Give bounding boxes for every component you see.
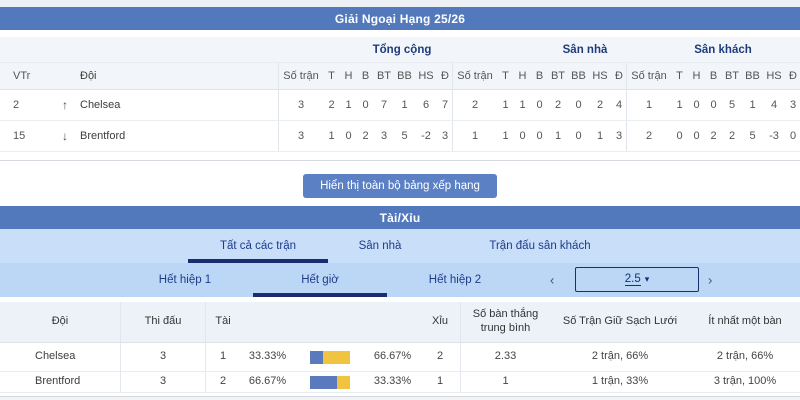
clean-sheets-value: 2 trận, 66% <box>591 350 649 363</box>
chevron-right-icon[interactable]: › <box>708 272 713 288</box>
goal-line-dropdown[interactable]: 2.5 ▾ <box>575 267 699 292</box>
tab-full-time[interactable]: Hết giờ <box>255 263 385 297</box>
over-under-table: Đội Thi đấu Tài Xỉu Số bàn thắng trung b… <box>0 302 800 400</box>
scope-tabs: Tất cả các trận Sân nhà Trận đấu sân khá… <box>0 229 800 263</box>
standings-table: Tổng cộng Sân nhà Sân khách VTr Đội Số t… <box>0 37 800 161</box>
played-value: 3 <box>120 372 205 392</box>
ratio-bar-cell <box>295 343 365 371</box>
top-strip <box>0 0 800 7</box>
over-under-ratio-bar <box>310 375 350 389</box>
team-name: Chelsea <box>80 99 121 111</box>
league-header-bar: Giải Ngoại Hạng 25/26 <box>0 7 800 30</box>
standings-column-header: VTr Đội Số trận T H B BT BB HS Đ Số trận T H B BT BB… <box>0 63 800 90</box>
away-stats: 2 0 0 2 2 5 -3 0 <box>626 121 800 151</box>
over-under-row-brentford: Brentford 3 2 66.67% 33.33% 1 1 1 trận, … <box>0 372 800 393</box>
avg-goals-value: 2.33 <box>460 343 550 371</box>
tab-home[interactable]: Sân nhà <box>358 240 402 252</box>
over-count: 1 <box>205 343 240 371</box>
total-stats: 3 1 0 2 3 5 -2 3 <box>278 121 452 151</box>
group-header-away: Sân khách <box>694 43 752 56</box>
under-bar-segment <box>323 350 350 364</box>
over-bar-segment <box>310 350 324 364</box>
rank-value: 15 <box>13 130 26 142</box>
over-under-table-header: Đội Thi đấu Tài Xỉu Số bàn thắng trung b… <box>0 302 800 343</box>
goal-line-value: 2.5 <box>624 272 641 287</box>
under-percent: 33.33% <box>373 375 412 388</box>
bottom-strip <box>0 396 800 400</box>
tab-half-time-1[interactable]: Hết hiệp 1 <box>158 274 212 286</box>
team-column-label: Đội <box>80 70 97 82</box>
chevron-left-icon[interactable]: ‹ <box>550 272 555 288</box>
over-under-row-chelsea: Chelsea 3 1 33.33% 66.67% 2 2.33 2 trận,… <box>0 343 800 372</box>
under-percent: 66.67% <box>373 350 412 363</box>
under-count: 2 <box>436 350 444 363</box>
clean-sheets-value: 1 trận, 33% <box>591 375 649 388</box>
rank-column-label: VTr <box>13 70 31 82</box>
ratio-bar-cell <box>295 372 365 392</box>
played-value: 3 <box>120 343 205 371</box>
over-column-label: Tài <box>205 302 240 342</box>
over-under-title: Tài/Xỉu <box>379 210 421 225</box>
tab-away-matches[interactable]: Trận đấu sân khách <box>489 240 591 252</box>
league-title: Giải Ngoại Hạng 25/26 <box>334 11 466 26</box>
at-least-one-value: 2 trận, 66% <box>716 350 774 363</box>
over-under-ratio-bar <box>310 350 350 364</box>
tab-all-matches[interactable]: Tất cả các trận <box>150 229 366 263</box>
over-percent: 33.33% <box>248 350 287 363</box>
over-under-header-bar: Tài/Xỉu <box>0 206 800 229</box>
standings-group-header: Tổng cộng Sân nhà Sân khách <box>0 37 800 63</box>
played-column-label: Thi đấu <box>120 302 205 342</box>
rank-value: 2 <box>13 99 20 111</box>
trend-up-icon: ↑ <box>62 98 68 112</box>
over-percent: 66.67% <box>248 375 287 388</box>
period-tabs: Hết hiệp 1 Hết giờ Hết hiệp 2 ‹ 2.5 ▾ › <box>0 263 800 297</box>
over-count: 2 <box>205 372 240 392</box>
standings-bottom-border <box>0 160 800 161</box>
avg-goals-value: 1 <box>460 372 550 392</box>
at-least-one-column-label: Ít nhất một bàn <box>708 315 782 328</box>
team-column-label: Đội <box>51 315 69 328</box>
at-least-one-value: 3 trận, 100% <box>713 375 777 388</box>
total-columns: Số trận T H B BT BB HS Đ <box>278 63 452 89</box>
trend-down-icon: ↓ <box>62 129 68 143</box>
home-columns: Số trận T H B BT BB HS Đ <box>452 63 626 89</box>
chevron-down-icon: ▾ <box>644 274 650 284</box>
under-bar-segment <box>336 375 350 389</box>
team-name: Brentford <box>80 130 126 142</box>
team-name: Brentford <box>35 375 81 388</box>
over-bar-segment <box>310 375 337 389</box>
away-columns: Số trận T H B BT BB HS Đ <box>626 63 800 89</box>
clean-sheets-column-label: Số Trận Giữ Sạch Lưới <box>562 315 678 328</box>
tab-half-time-2[interactable]: Hết hiệp 2 <box>428 274 482 286</box>
team-name: Chelsea <box>35 350 76 363</box>
group-header-total: Tổng cộng <box>372 43 432 56</box>
under-count: 1 <box>436 375 444 388</box>
show-full-standings-button[interactable]: Hiển thị toàn bộ bảng xếp hạng <box>303 174 497 198</box>
avg-goals-column-label: Số bàn thắng trung bình <box>460 302 550 342</box>
group-header-home: Sân nhà <box>562 43 608 56</box>
under-column-label: Xỉu <box>432 315 448 328</box>
